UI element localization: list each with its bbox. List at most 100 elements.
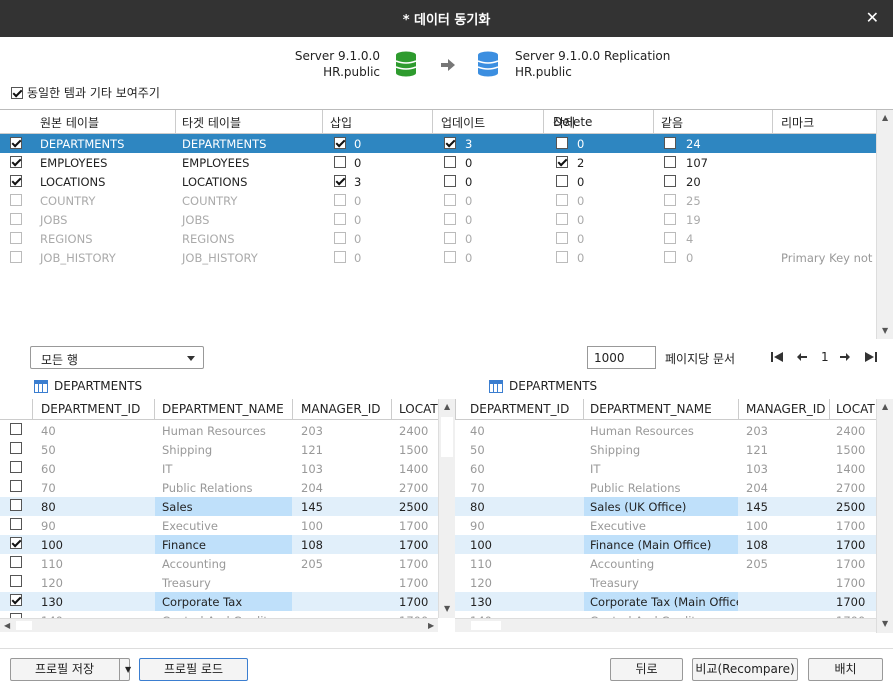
col-source-table[interactable]: 원본 테이블: [40, 116, 100, 130]
row-filter-dropdown[interactable]: 모든 행: [30, 346, 204, 369]
compare-row[interactable]: JOBS JOBS 0 0 0 19: [0, 210, 876, 229]
delete-checkbox[interactable]: [556, 194, 568, 206]
src-col-department-name[interactable]: DEPARTMENT_NAME: [162, 402, 284, 416]
insert-checkbox[interactable]: [334, 194, 346, 206]
row-select-checkbox[interactable]: [10, 232, 22, 244]
table-row[interactable]: 70 Public Relations 204 2700: [455, 478, 876, 497]
row-sync-checkbox[interactable]: [10, 555, 22, 568]
table-row[interactable]: 60 IT 103 1400: [455, 459, 876, 478]
compare-row[interactable]: DEPARTMENTS DEPARTMENTS 0 3 0 24: [0, 134, 876, 153]
row-sync-checkbox[interactable]: [10, 441, 22, 454]
table-row[interactable]: 80 Sales (UK Office) 145 2500: [455, 497, 876, 516]
col-remark[interactable]: 리마크: [781, 116, 815, 130]
delete-checkbox[interactable]: [556, 175, 568, 187]
row-sync-checkbox[interactable]: [10, 536, 22, 549]
table-row[interactable]: 100 Finance (Main Office) 108 1700: [455, 535, 876, 554]
table-row[interactable]: 70 Public Relations 204 2700: [0, 478, 438, 497]
update-checkbox[interactable]: [444, 194, 456, 206]
insert-checkbox[interactable]: [334, 232, 346, 244]
insert-checkbox[interactable]: [334, 213, 346, 225]
target-grid-horizontal-scrollbar[interactable]: [455, 618, 876, 632]
col-update[interactable]: 업데이트: [441, 116, 486, 130]
row-sync-checkbox[interactable]: [10, 460, 22, 473]
table-row[interactable]: 40 Human Resources 203 2400: [0, 421, 438, 440]
compare-grid-vertical-scrollbar[interactable]: ▲ ▼: [876, 110, 893, 340]
recompare-button[interactable]: 비교(Recompare): [692, 658, 798, 681]
tgt-col-department-name[interactable]: DEPARTMENT_NAME: [590, 402, 712, 416]
src-col-manager-id[interactable]: MANAGER_ID: [301, 402, 381, 416]
row-select-checkbox[interactable]: [10, 213, 22, 225]
per-page-input[interactable]: 1000: [587, 346, 656, 369]
same-checkbox[interactable]: [664, 232, 676, 244]
back-button[interactable]: 뒤로: [610, 658, 683, 681]
col-delete[interactable]: 삭제: [553, 116, 576, 130]
src-col-department-id[interactable]: DEPARTMENT_ID: [41, 402, 141, 416]
update-checkbox[interactable]: [444, 156, 456, 168]
row-select-checkbox[interactable]: [10, 251, 22, 263]
table-row[interactable]: 120 Treasury 1700: [455, 573, 876, 592]
delete-checkbox[interactable]: [556, 232, 568, 244]
save-profile-button[interactable]: 프로필 저장 ▼: [10, 658, 132, 681]
row-sync-checkbox[interactable]: [10, 479, 22, 492]
update-checkbox[interactable]: [444, 251, 456, 263]
compare-row[interactable]: JOB_HISTORY JOB_HISTORY 0 0 0 0 Primary Key no…: [0, 248, 876, 267]
delete-checkbox[interactable]: [556, 137, 568, 149]
insert-checkbox[interactable]: [334, 156, 346, 168]
update-checkbox[interactable]: [444, 137, 456, 149]
table-row[interactable]: 120 Treasury 1700: [0, 573, 438, 592]
prev-page-icon[interactable]: [796, 351, 808, 363]
first-page-icon[interactable]: [770, 351, 784, 363]
row-sync-checkbox[interactable]: [10, 517, 22, 530]
same-checkbox[interactable]: [664, 156, 676, 168]
close-icon[interactable]: ✕: [865, 8, 879, 27]
delete-checkbox[interactable]: [556, 213, 568, 225]
load-profile-button[interactable]: 프로필 로드: [139, 658, 248, 681]
update-checkbox[interactable]: [444, 213, 456, 225]
table-row[interactable]: 130 Corporate Tax (Main Office) 1700: [455, 592, 876, 611]
source-grid-horizontal-scrollbar[interactable]: ◀ ▶: [0, 618, 438, 632]
delete-checkbox[interactable]: [556, 251, 568, 263]
table-row[interactable]: 50 Shipping 121 1500: [455, 440, 876, 459]
col-target-table[interactable]: 타겟 테이블: [182, 116, 242, 130]
table-row[interactable]: 40 Human Resources 203 2400: [455, 421, 876, 440]
delete-checkbox[interactable]: [556, 156, 568, 168]
last-page-icon[interactable]: [864, 351, 878, 363]
tgt-col-manager-id[interactable]: MANAGER_ID: [746, 402, 826, 416]
compare-row[interactable]: REGIONS REGIONS 0 0 0 4: [0, 229, 876, 248]
table-row[interactable]: 90 Executive 100 1700: [0, 516, 438, 535]
show-same-toggle[interactable]: 동일한 템과 기타 보여주기: [11, 84, 160, 101]
table-row[interactable]: 90 Executive 100 1700: [455, 516, 876, 535]
col-insert[interactable]: 삽입: [330, 116, 353, 130]
row-sync-checkbox[interactable]: [10, 593, 22, 606]
row-select-checkbox[interactable]: [10, 156, 22, 168]
update-checkbox[interactable]: [444, 175, 456, 187]
table-row[interactable]: 100 Finance 108 1700: [0, 535, 438, 554]
row-select-checkbox[interactable]: [10, 194, 22, 206]
table-row[interactable]: 110 Accounting 205 1700: [0, 554, 438, 573]
chevron-down-icon[interactable]: ▼: [125, 665, 132, 674]
same-checkbox[interactable]: [664, 137, 676, 149]
row-sync-checkbox[interactable]: [10, 422, 22, 435]
insert-checkbox[interactable]: [334, 251, 346, 263]
row-select-checkbox[interactable]: [10, 137, 22, 149]
same-checkbox[interactable]: [664, 251, 676, 263]
show-same-checkbox[interactable]: [11, 86, 23, 99]
table-row[interactable]: 50 Shipping 121 1500: [0, 440, 438, 459]
table-row[interactable]: 80 Sales 145 2500: [0, 497, 438, 516]
insert-checkbox[interactable]: [334, 137, 346, 149]
same-checkbox[interactable]: [664, 175, 676, 187]
tgt-col-location[interactable]: LOCATI: [836, 402, 875, 416]
source-grid-vertical-scrollbar[interactable]: ▲ ▼: [438, 399, 455, 618]
src-col-location[interactable]: LOCATI: [399, 402, 438, 416]
tgt-col-department-id[interactable]: DEPARTMENT_ID: [470, 402, 570, 416]
same-checkbox[interactable]: [664, 213, 676, 225]
table-row[interactable]: 130 Corporate Tax 1700: [0, 592, 438, 611]
target-grid-vertical-scrollbar[interactable]: ▲ ▼: [876, 399, 893, 633]
table-row[interactable]: 110 Accounting 205 1700: [455, 554, 876, 573]
compare-row[interactable]: LOCATIONS LOCATIONS 3 0 0 20: [0, 172, 876, 191]
row-select-checkbox[interactable]: [10, 175, 22, 187]
compare-row[interactable]: EMPLOYEES EMPLOYEES 0 0 2 107: [0, 153, 876, 172]
row-sync-checkbox[interactable]: [10, 574, 22, 587]
col-same[interactable]: 같음: [661, 116, 684, 130]
insert-checkbox[interactable]: [334, 175, 346, 187]
